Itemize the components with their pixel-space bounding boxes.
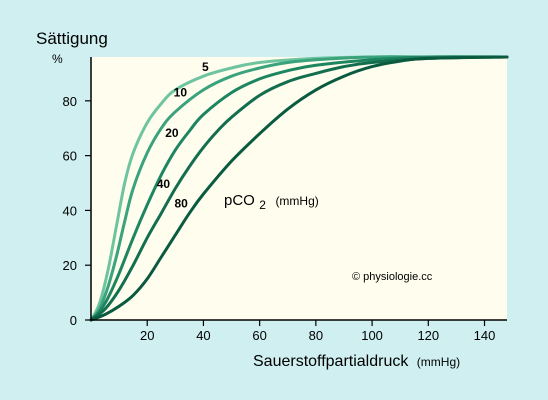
y-tick-label-20: 20 <box>63 258 77 273</box>
series-label-pco2-5: 5 <box>202 60 209 74</box>
x-tick-label-80: 80 <box>309 328 323 343</box>
x-tick-label-140: 140 <box>474 328 496 343</box>
x-axis-title-main: Sauerstoffpartialdruck <box>253 353 409 370</box>
pco2-annotation-unit: (mmHg) <box>275 194 318 208</box>
x-tick-label-60: 60 <box>252 328 266 343</box>
x-tick-label-100: 100 <box>361 328 383 343</box>
y-tick-label-40: 40 <box>63 203 77 218</box>
series-label-pco2-20: 20 <box>165 126 179 140</box>
series-label-pco2-10: 10 <box>174 86 188 100</box>
pco2-annotation-main: pCO <box>224 192 255 209</box>
y-axis-unit: % <box>52 52 63 66</box>
y-tick-label-60: 60 <box>63 149 77 164</box>
y-tick-label-80: 80 <box>63 94 77 109</box>
series-line-pco2-80 <box>89 55 509 322</box>
x-axis-title: Sauerstoffpartialdruck (mmHg) <box>253 353 460 370</box>
tick-layer: 20 40 60 80 100 120 140 0 20 40 60 80 <box>63 94 496 343</box>
x-tick-label-20: 20 <box>140 328 154 343</box>
x-axis-title-unit: (mmHg) <box>417 355 460 369</box>
pco2-annotation-subscript: 2 <box>259 198 266 212</box>
series-label-pco2-80: 80 <box>174 197 188 211</box>
series-line-pco2-20 <box>89 55 509 322</box>
x-tick-label-120: 120 <box>417 328 439 343</box>
series-line-pco2-40 <box>89 55 509 322</box>
x-tick-label-40: 40 <box>196 328 210 343</box>
copyright-text: © physiologie.cc <box>352 271 433 283</box>
pco2-annotation: pCO 2 (mmHg) <box>224 192 319 213</box>
series-line-pco2-10 <box>89 55 509 322</box>
series-label-pco2-40: 40 <box>157 177 171 191</box>
y-axis-title: Sättigung <box>36 29 108 48</box>
y-tick-label-0: 0 <box>70 313 77 328</box>
